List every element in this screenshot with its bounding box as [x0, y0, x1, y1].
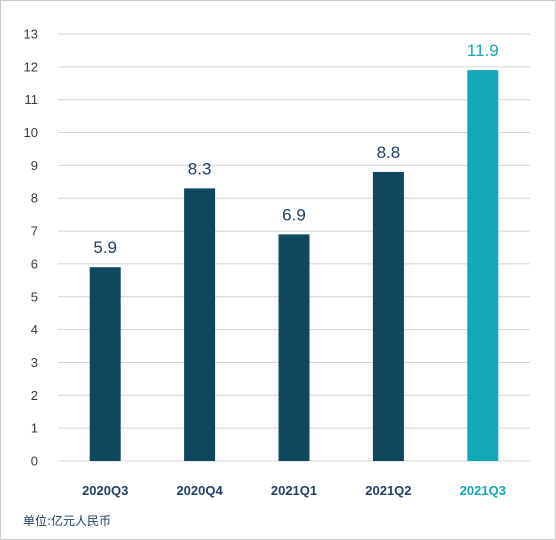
y-tick-label: 4: [31, 322, 38, 337]
x-tick-label: 2020Q3: [82, 483, 128, 498]
y-tick-label: 11: [25, 92, 39, 107]
y-tick-label: 3: [31, 355, 38, 370]
y-tick-label: 6: [31, 256, 38, 271]
y-tick-label: 13: [24, 27, 38, 42]
y-tick-label: 2: [31, 388, 38, 403]
x-tick-label: 2021Q2: [365, 483, 411, 498]
data-label: 6.9: [282, 205, 306, 224]
data-label: 8.8: [377, 143, 401, 162]
bar-2020q3: [89, 267, 121, 461]
y-tick-label: 8: [31, 191, 38, 206]
y-tick-label: 10: [24, 125, 38, 140]
x-tick-label: 2020Q4: [176, 483, 223, 498]
y-tick-label: 9: [31, 158, 38, 173]
y-tick-label: 1: [31, 421, 38, 436]
bar-2021q3: [467, 70, 499, 461]
data-label: 11.9: [467, 41, 499, 60]
x-tick-label: 2021Q1: [271, 483, 317, 498]
bar-2021q1: [278, 234, 310, 461]
bar-2020q4: [184, 188, 216, 461]
y-tick-label: 5: [31, 289, 38, 304]
y-tick-label: 12: [24, 59, 38, 74]
unit-note: 单位:亿元人民币: [23, 514, 112, 528]
data-label: 5.9: [93, 238, 117, 257]
bar-2021q2: [372, 171, 404, 461]
y-tick-label: 0: [31, 454, 38, 469]
data-label: 8.3: [188, 159, 212, 178]
y-tick-label: 7: [31, 224, 38, 239]
x-tick-label: 2021Q3: [460, 483, 506, 498]
